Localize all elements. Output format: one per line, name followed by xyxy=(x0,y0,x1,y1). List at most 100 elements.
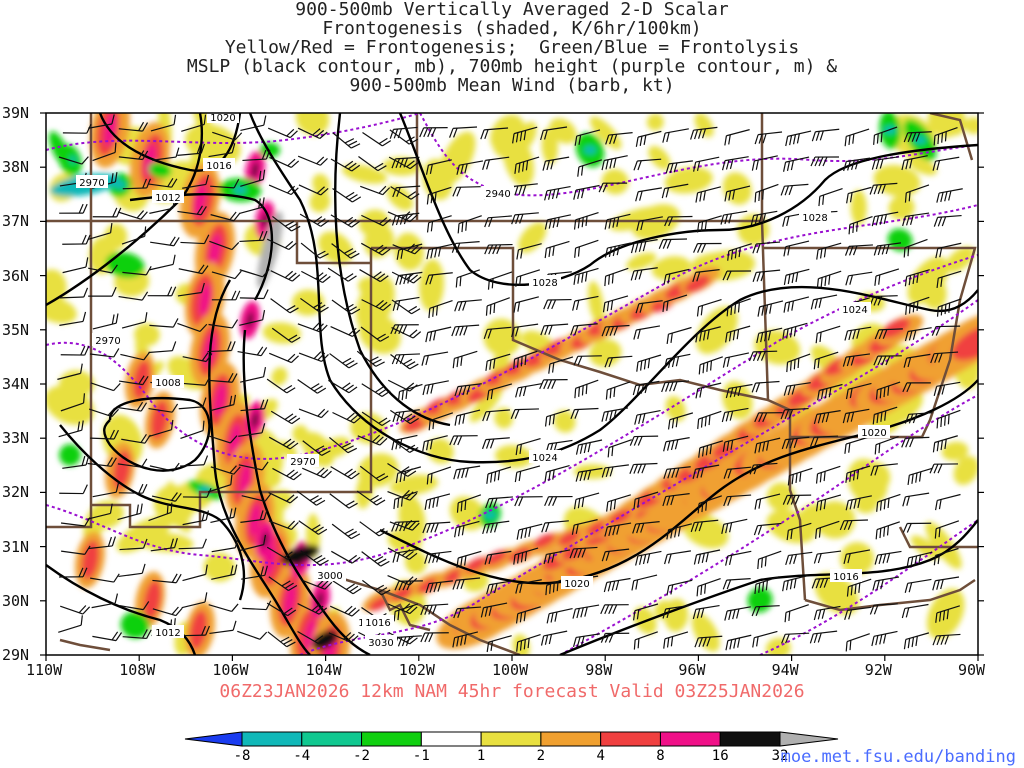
wind-barb xyxy=(240,534,267,551)
wind-barb xyxy=(392,296,420,311)
wind-barb xyxy=(607,439,632,458)
wind-barb xyxy=(604,242,632,258)
wind-barb xyxy=(871,156,899,170)
wind-barb xyxy=(90,382,121,392)
wind-barb xyxy=(933,381,961,397)
wind-barb xyxy=(871,211,899,227)
wind-barb xyxy=(873,355,902,366)
wind-barb xyxy=(512,126,538,144)
wind-barb xyxy=(725,325,751,343)
contour-label: 1028 xyxy=(799,210,831,224)
wind-barb xyxy=(272,467,302,481)
wind-barb xyxy=(749,462,778,475)
wind-barb xyxy=(331,523,361,540)
wind-barb xyxy=(693,242,722,253)
wind-barb xyxy=(301,467,332,479)
wind-barb xyxy=(934,520,960,539)
wind-barb xyxy=(150,236,180,247)
wind-barb xyxy=(515,606,541,624)
lat-tick-label: 29N xyxy=(2,646,30,664)
wind-barb xyxy=(663,268,690,285)
wind-barb xyxy=(486,580,513,595)
wind-barb xyxy=(753,522,782,536)
wind-barb xyxy=(298,351,329,363)
wind-barb xyxy=(577,159,603,177)
wind-barb xyxy=(724,185,751,202)
wind-barb xyxy=(329,436,358,454)
svg-text:1024: 1024 xyxy=(842,305,867,316)
wind-barb xyxy=(754,493,781,510)
lat-tick-label: 30N xyxy=(2,591,30,610)
wind-barb xyxy=(456,494,482,513)
wind-barb xyxy=(486,635,512,653)
wind-barb xyxy=(118,291,149,301)
wind-barb xyxy=(148,419,174,438)
wind-barb xyxy=(117,503,143,521)
contour-label: 1016 xyxy=(203,158,235,172)
wind-barb xyxy=(329,493,358,509)
wind-barb xyxy=(332,188,362,203)
lat-tick-label: 32N xyxy=(2,483,30,502)
wind-barb xyxy=(451,240,480,253)
contour-label: 1020 xyxy=(858,425,890,439)
wind-barb xyxy=(782,156,810,172)
wind-barb xyxy=(237,346,268,357)
wind-barb xyxy=(212,131,243,141)
wind-barb xyxy=(178,264,209,275)
wind-barb xyxy=(901,155,928,171)
wind-barb xyxy=(658,238,688,249)
wind-barb xyxy=(239,230,268,243)
wind-barb xyxy=(605,381,631,400)
wind-barb xyxy=(88,264,118,274)
wind-barb xyxy=(932,156,960,171)
wind-barb xyxy=(207,434,238,444)
wind-barb xyxy=(297,155,328,166)
wind-barb xyxy=(211,290,241,301)
wind-barb xyxy=(90,429,119,440)
wind-barb xyxy=(845,633,870,652)
wind-barb xyxy=(361,411,391,426)
wind-barb xyxy=(936,409,961,429)
wind-barb xyxy=(903,353,931,368)
wind-barb xyxy=(302,440,331,456)
wind-barb xyxy=(845,465,871,483)
wind-barb xyxy=(632,603,659,621)
source-url[interactable]: moe.met.fsu.edu/banding xyxy=(780,747,1016,767)
wind-barb xyxy=(543,298,572,310)
wind-barb xyxy=(876,493,901,512)
wind-barb xyxy=(875,381,901,400)
wind-barb xyxy=(901,436,930,448)
wind-barb xyxy=(449,126,478,138)
wind-barb xyxy=(757,550,782,570)
wind-barb xyxy=(356,490,386,506)
wind-barb xyxy=(148,403,179,413)
wind-barb xyxy=(392,548,420,563)
wind-barb xyxy=(725,634,752,651)
wind-barb xyxy=(815,520,840,539)
wind-barb xyxy=(211,270,242,280)
lat-tick-label: 39N xyxy=(2,104,30,122)
wind-barb xyxy=(361,299,392,311)
wind-barb xyxy=(391,212,420,226)
wind-barb xyxy=(210,178,240,189)
wind-barb xyxy=(905,296,930,315)
wind-barb xyxy=(813,351,839,370)
wind-barb xyxy=(842,408,870,424)
title-line-4: MSLP (black contour, mb), 700mb height (… xyxy=(186,56,838,77)
wind-barb xyxy=(208,143,236,158)
lat-tick-label: 34N xyxy=(2,375,30,393)
wind-barb xyxy=(239,289,269,300)
wind-barb xyxy=(485,353,511,371)
wind-barb xyxy=(424,550,452,564)
wind-barb xyxy=(572,604,600,619)
wind-barb xyxy=(210,507,237,524)
wind-barb xyxy=(698,440,723,458)
wind-barb xyxy=(117,458,148,468)
wind-barb xyxy=(391,434,418,451)
wind-barb xyxy=(780,407,809,420)
wind-barb xyxy=(297,127,328,140)
wind-barb xyxy=(722,435,749,452)
wind-barb xyxy=(751,605,780,617)
wind-barb xyxy=(452,350,478,369)
wind-barb xyxy=(511,212,539,225)
